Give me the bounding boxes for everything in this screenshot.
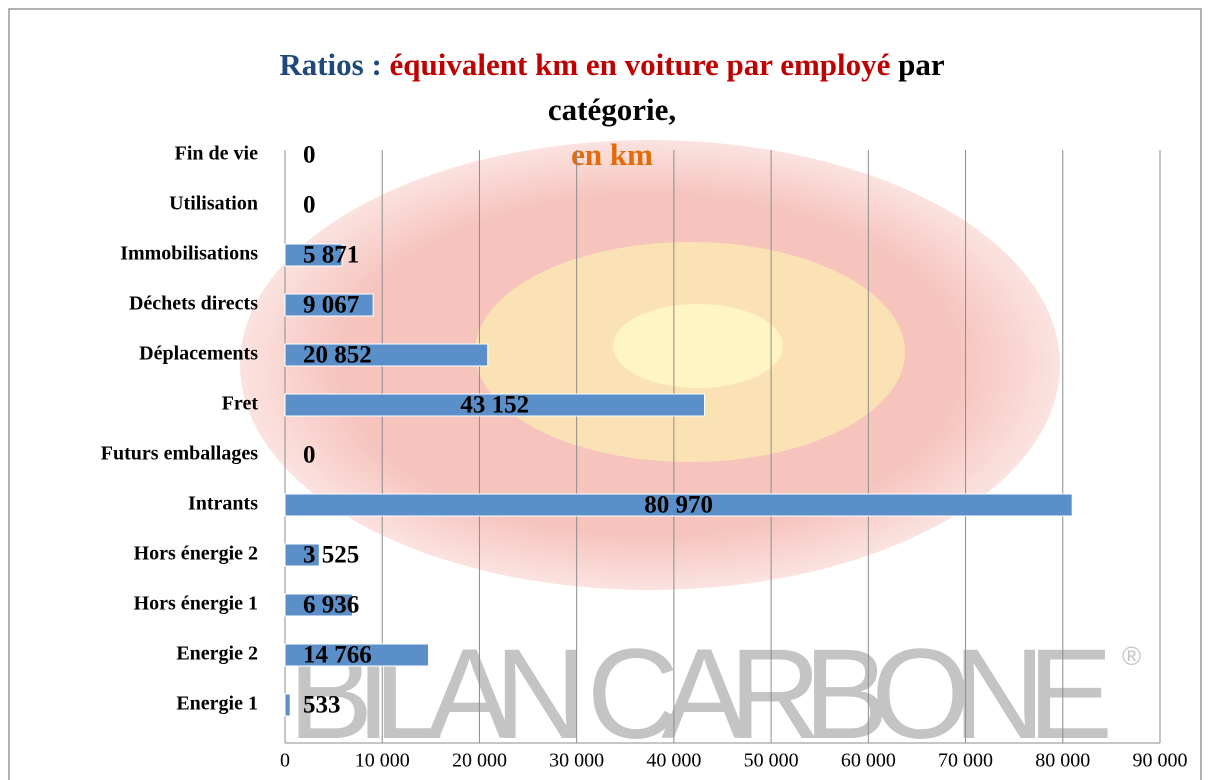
data-label: 5 871 (303, 242, 359, 269)
y-tick-label: Fin de vie (175, 143, 258, 165)
title-part: en km (571, 137, 653, 172)
title-part: par (890, 47, 944, 82)
title-line: catégorie, (548, 92, 676, 127)
data-label: 14 766 (303, 642, 372, 669)
y-tick-label: Utilisation (169, 193, 258, 215)
watermark-mark: ® (1122, 641, 1141, 671)
x-tick-label: 10 000 (355, 750, 410, 772)
data-label: 0 (303, 142, 316, 169)
data-label: 0 (303, 442, 316, 469)
y-tick-label: Déchets directs (129, 293, 258, 315)
y-tick-label: Intrants (188, 493, 258, 515)
x-tick-label: 30 000 (549, 750, 604, 772)
title-line: en km (571, 137, 653, 172)
bg-ellipse (613, 304, 783, 388)
title-part: Ratios : (279, 47, 389, 82)
title-part: catégorie, (548, 92, 676, 127)
x-tick-label: 90 000 (1133, 750, 1188, 772)
bar (285, 694, 290, 716)
data-label: 533 (303, 692, 341, 719)
data-label: 20 852 (303, 342, 372, 369)
title-part: équivalent km en voiture par employé (390, 47, 891, 82)
x-tick-label: 0 (280, 750, 290, 772)
y-tick-label: Immobilisations (120, 243, 258, 265)
data-label: 0 (303, 192, 316, 219)
y-tick-label: Fret (222, 393, 259, 415)
x-tick-label: 20 000 (452, 750, 507, 772)
x-tick-label: 70 000 (938, 750, 993, 772)
y-tick-label: Energie 2 (176, 643, 258, 665)
y-tick-label: Energie 1 (176, 693, 258, 715)
y-tick-label: Futurs emballages (101, 443, 258, 465)
chart: BILAN CARBONE ® Ratios : équivalent km e… (0, 0, 1209, 780)
x-tick-label: 60 000 (841, 750, 896, 772)
data-label: 43 152 (460, 392, 529, 419)
data-label: 9 067 (303, 292, 359, 319)
x-tick-label: 50 000 (744, 750, 799, 772)
data-label: 3 525 (303, 542, 359, 569)
data-label: 6 936 (303, 592, 359, 619)
y-tick-label: Déplacements (139, 343, 258, 365)
y-tick-label: Hors énergie 1 (134, 593, 258, 615)
x-tick-label: 40 000 (646, 750, 701, 772)
x-tick-label: 80 000 (1035, 750, 1090, 772)
title-line: Ratios : équivalent km en voiture par em… (279, 47, 945, 82)
data-label: 80 970 (644, 492, 713, 519)
y-tick-label: Hors énergie 2 (134, 543, 258, 565)
